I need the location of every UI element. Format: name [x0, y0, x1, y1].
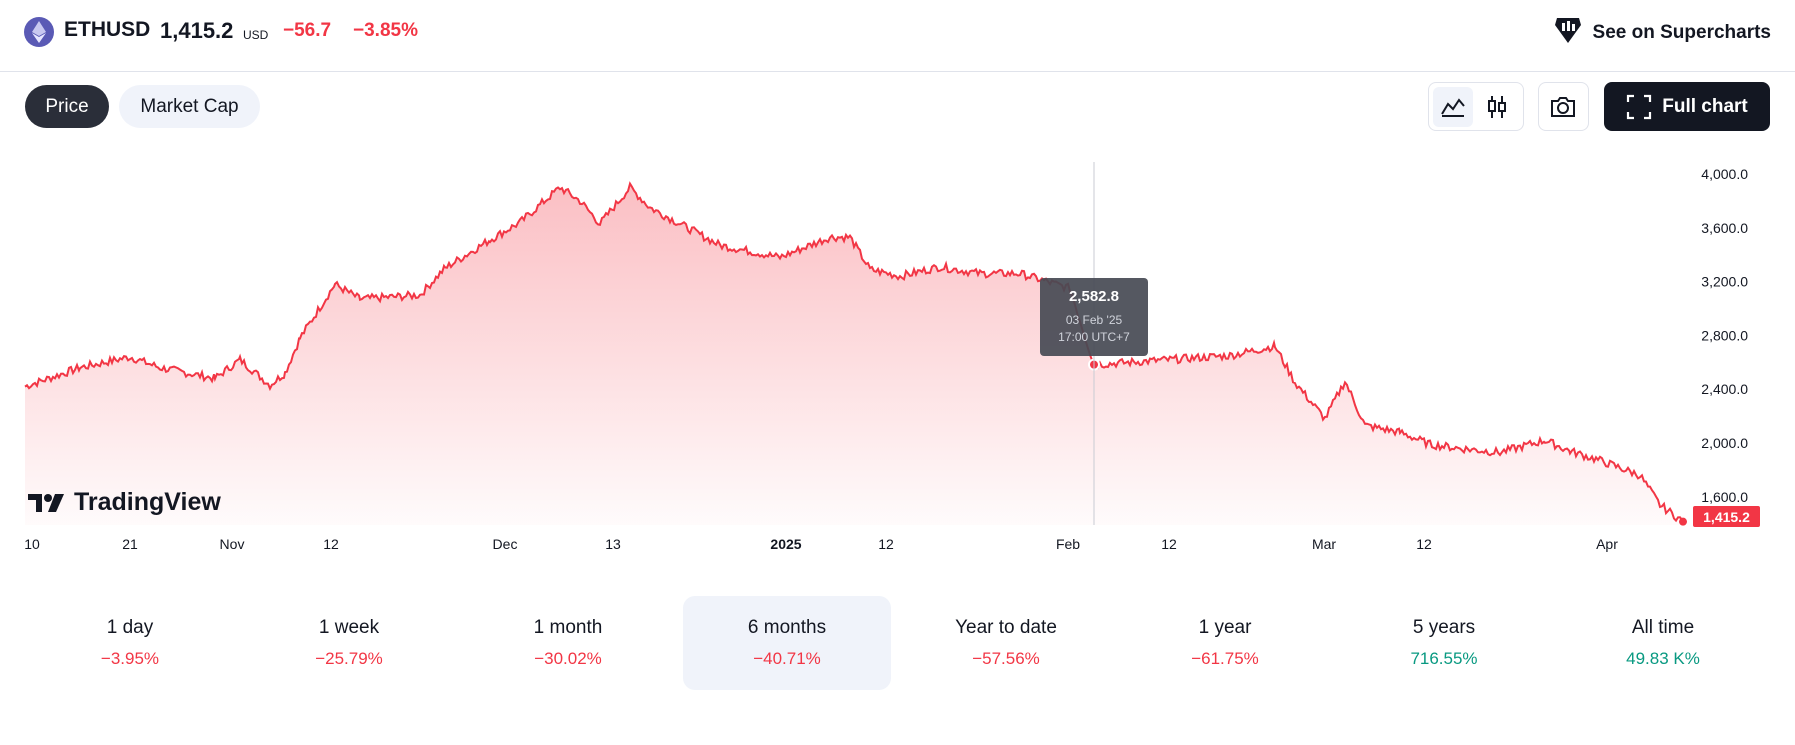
period-label: All time	[1631, 617, 1695, 638]
x-tick-label: 12	[1161, 536, 1177, 552]
period-change: −25.79%	[315, 649, 383, 668]
period-label: 1 day	[106, 617, 154, 638]
tooltip-price: 2,582.8	[1068, 288, 1120, 305]
x-tick-label: Apr	[1596, 536, 1618, 552]
y-tick-label: 3,600.0	[1701, 220, 1748, 236]
price-change: −56.7	[283, 20, 332, 41]
tooltip-date: 03 Feb '25	[1065, 313, 1123, 327]
period-change: 49.83 K%	[1626, 649, 1700, 668]
symbol-header: ETHUSD 1,415.2 USD −56.7 −3.85% See on S…	[0, 0, 1795, 72]
y-tick-label: 3,200.0	[1701, 274, 1748, 290]
full-chart-label: Full chart	[1662, 95, 1748, 117]
y-tick-label: 2,400.0	[1701, 381, 1748, 397]
y-tick-label: 4,000.0	[1701, 166, 1748, 182]
x-tick-label: 13	[605, 536, 621, 552]
period-1-week[interactable]: 1 week −25.79%	[245, 596, 453, 690]
see-on-supercharts-link[interactable]: See on Supercharts	[1553, 16, 1771, 50]
candlestick-chart-button[interactable]	[1477, 87, 1517, 127]
line-chart-icon	[1441, 97, 1465, 117]
price-area-fill	[25, 183, 1683, 525]
line-chart-button[interactable]	[1433, 86, 1473, 127]
period-label: 1 week	[318, 617, 380, 638]
period-5-years[interactable]: 5 years 716.55%	[1340, 596, 1548, 690]
period-label: 1 month	[533, 617, 603, 638]
period-change: −3.95%	[100, 649, 160, 668]
period-label: 1 year	[1198, 617, 1252, 638]
period-change: −40.71%	[753, 649, 821, 668]
x-tick-label: Feb	[1056, 536, 1080, 552]
tab-market-cap[interactable]: Market Cap	[119, 85, 260, 128]
last-price-label: 1,415.2	[1693, 506, 1760, 527]
period-1-month[interactable]: 1 month −30.02%	[464, 596, 672, 690]
y-tick-label: 2,800.0	[1701, 327, 1748, 343]
supercharts-icon	[1553, 16, 1583, 50]
tradingview-logo-text: TradingView	[74, 488, 221, 516]
symbol-name: ETHUSD	[64, 18, 151, 41]
period-year-to-date[interactable]: Year to date −57.56%	[902, 596, 1110, 690]
hover-tooltip: 2,582.8 03 Feb '25 17:00 UTC+7	[1040, 278, 1148, 356]
x-tick-label: Mar	[1312, 536, 1336, 552]
x-tick-label: 2025	[770, 536, 801, 552]
price-change-percent: −3.85%	[353, 20, 418, 41]
price-chart[interactable]: 4,000.0 3,600.0 3,200.0 2,800.0 2,400.0 2,000…	[0, 150, 1795, 565]
ethereum-logo-icon	[24, 17, 54, 47]
tooltip-time: 17:00 UTC+7	[1058, 330, 1130, 344]
period-change: −57.56%	[972, 649, 1040, 668]
y-tick-label: 1,600.0	[1701, 489, 1748, 505]
x-tick-label: 12	[878, 536, 894, 552]
price-currency: USD	[243, 28, 269, 42]
camera-icon	[1551, 96, 1575, 117]
last-price: 1,415.2	[160, 18, 234, 43]
tradingview-logo-icon	[28, 493, 64, 512]
period-selector: 1 day −3.95% 1 week −25.79% 1 month −30.…	[0, 596, 1795, 690]
tradingview-logo: TradingView	[28, 488, 221, 517]
snapshot-button[interactable]	[1543, 87, 1583, 127]
x-tick-label: 10	[24, 536, 40, 552]
period-change: −30.02%	[534, 649, 602, 668]
period-1-day[interactable]: 1 day −3.95%	[26, 596, 234, 690]
period-6-months[interactable]: 6 months −40.71%	[683, 596, 891, 690]
period-1-year[interactable]: 1 year −61.75%	[1121, 596, 1329, 690]
period-change: −61.75%	[1191, 649, 1259, 668]
period-label: 5 years	[1412, 617, 1476, 638]
period-label: 6 months	[747, 617, 827, 638]
snapshot-group	[1538, 82, 1589, 131]
tab-price[interactable]: Price	[25, 85, 109, 128]
price-series-line	[24, 181, 1684, 523]
x-tick-label: 12	[323, 536, 339, 552]
supercharts-label: See on Supercharts	[1592, 22, 1771, 43]
last-point	[1679, 517, 1687, 526]
period-label: Year to date	[955, 617, 1057, 638]
x-tick-label: Dec	[493, 536, 518, 552]
x-tick-label: 12	[1416, 536, 1432, 552]
fullscreen-icon	[1627, 94, 1652, 119]
chart-style-toggle	[1428, 82, 1524, 131]
y-tick-label: 2,000.0	[1701, 435, 1748, 451]
period-all-time[interactable]: All time 49.83 K%	[1559, 596, 1767, 690]
full-chart-button[interactable]: Full chart	[1604, 82, 1770, 131]
x-tick-label: Nov	[220, 536, 245, 552]
candlestick-icon	[1488, 95, 1506, 118]
x-tick-label: 21	[122, 536, 138, 552]
period-change: 716.55%	[1410, 649, 1478, 668]
